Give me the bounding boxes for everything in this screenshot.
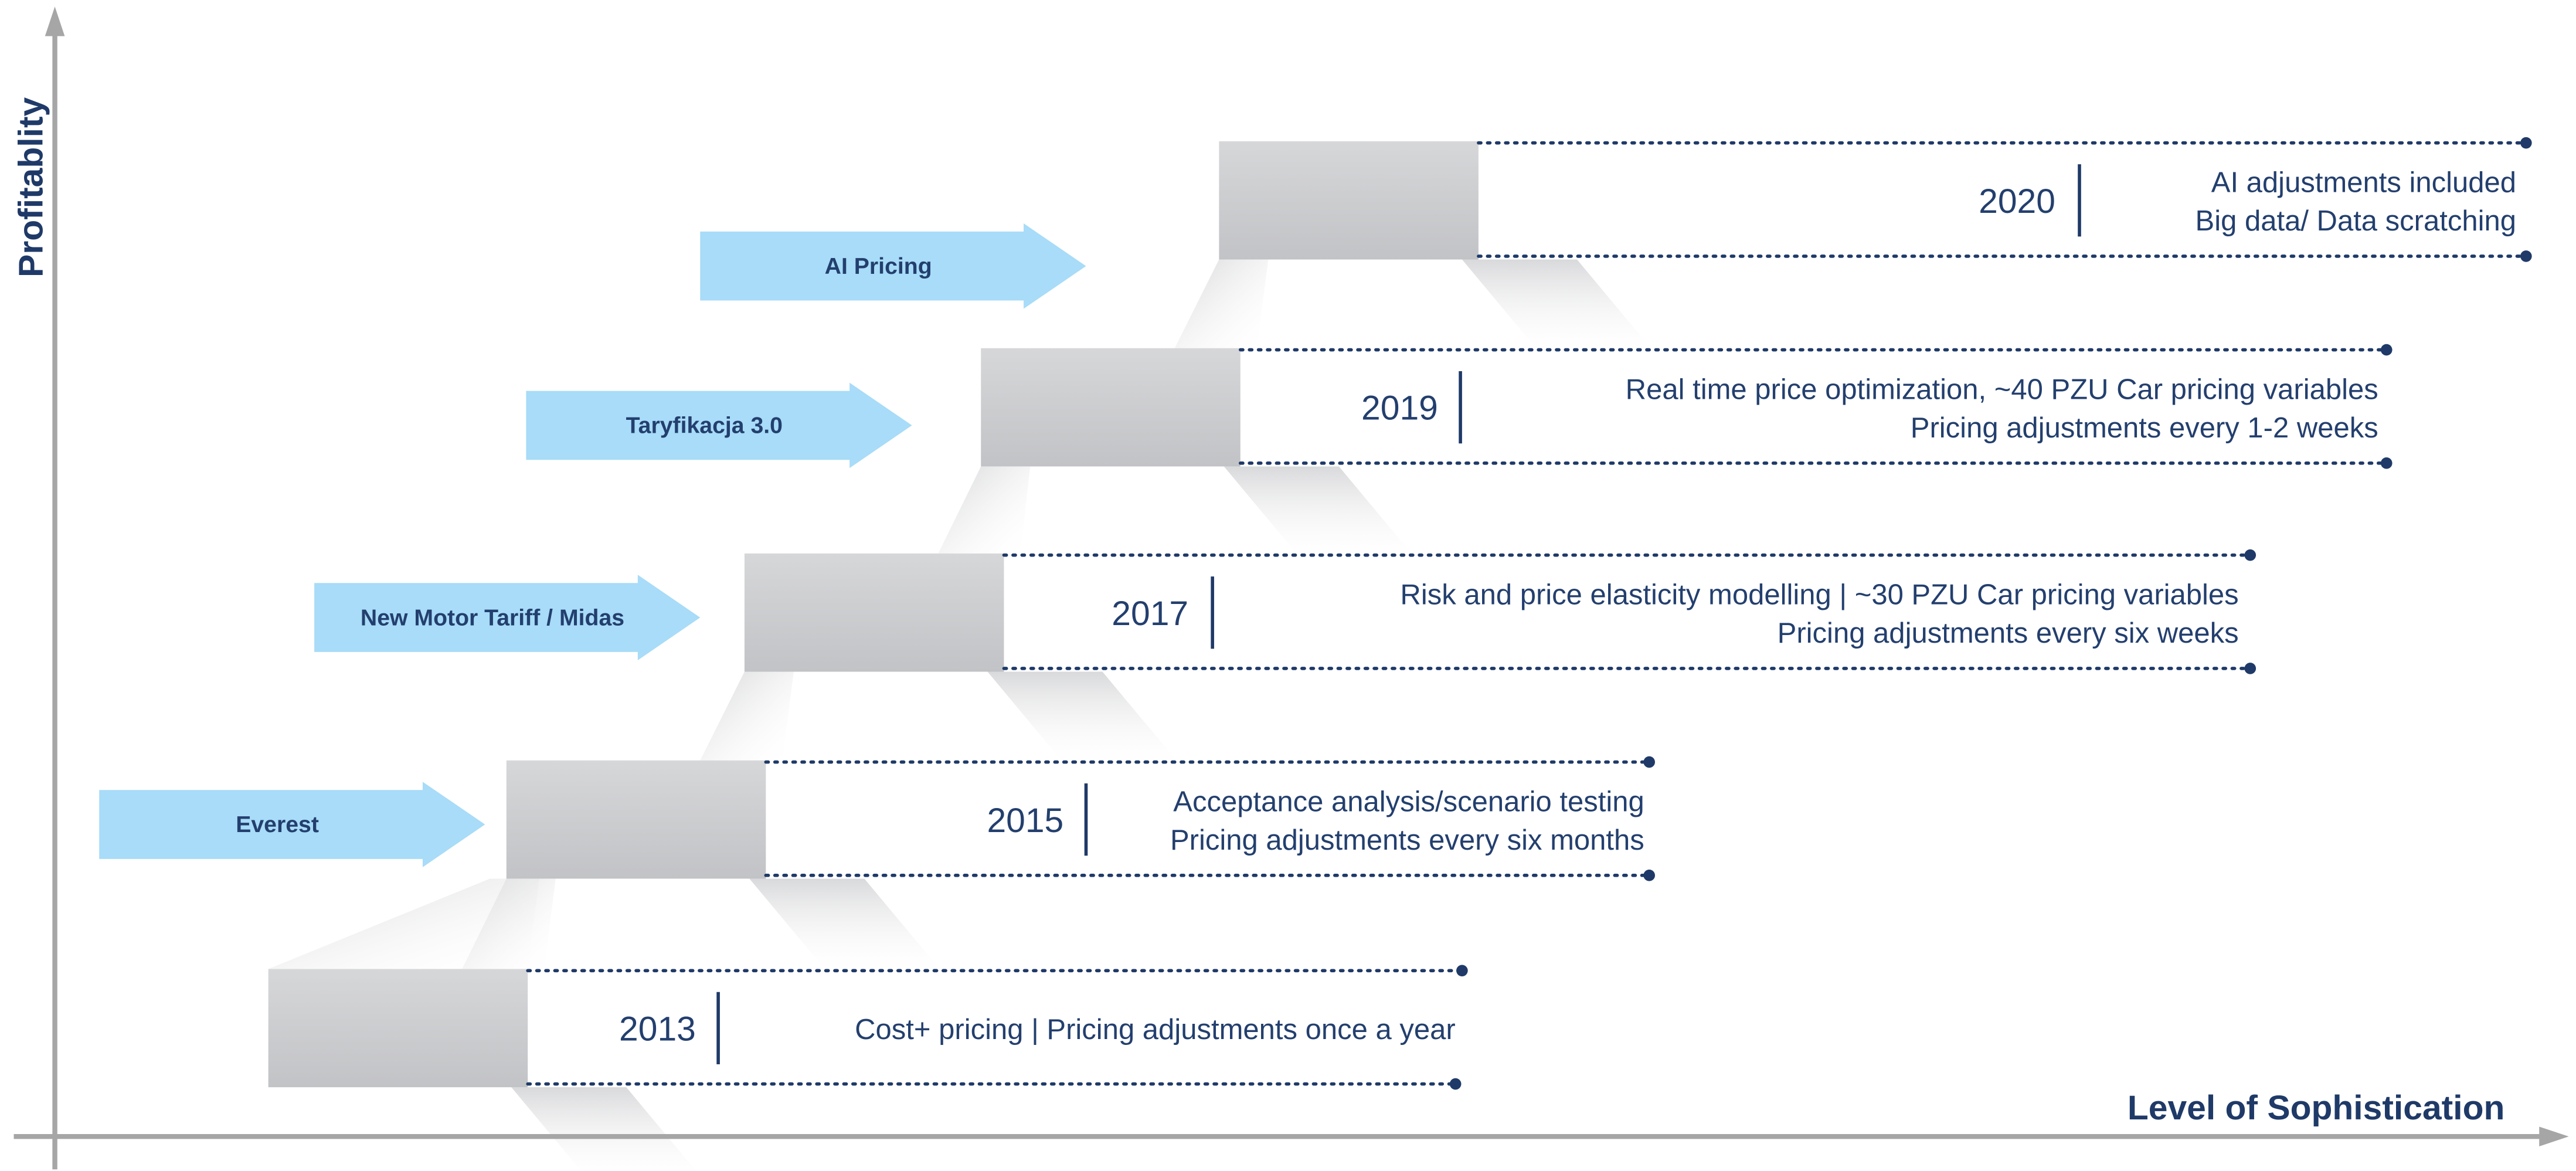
line-dot bbox=[1643, 756, 1655, 768]
step-riser bbox=[268, 878, 539, 969]
line-dot bbox=[2520, 137, 2532, 149]
arrow bbox=[526, 382, 912, 469]
description: Pricing adjustments every six weeks bbox=[1778, 617, 2239, 649]
step-block bbox=[268, 969, 528, 1088]
step-block bbox=[506, 760, 766, 879]
description: AI adjustments included bbox=[2211, 167, 2516, 198]
description: Risk and price elasticity modelling | ~3… bbox=[1400, 579, 2238, 610]
step-riser bbox=[1174, 259, 1269, 348]
step-shadow bbox=[1224, 466, 1421, 565]
description: Real time price optimization, ~40 PZU Ca… bbox=[1626, 374, 2378, 405]
description: Pricing adjustments every 1-2 weeks bbox=[1911, 412, 2378, 444]
year: 2017 bbox=[1112, 595, 1188, 633]
arrow-label: New Motor Tariff / Midas bbox=[361, 605, 624, 630]
step-block bbox=[981, 348, 1241, 467]
arrow-label: AI Pricing bbox=[825, 254, 932, 279]
stair-shading bbox=[268, 259, 1659, 1171]
step-shadow bbox=[749, 878, 947, 977]
line-dot bbox=[1456, 965, 1468, 977]
steps: 2013 Cost+ pricing | Pricing adjustments … bbox=[99, 137, 2532, 1090]
line-dot bbox=[2380, 457, 2393, 469]
line-dot bbox=[2244, 663, 2256, 674]
line-dot bbox=[2380, 344, 2393, 356]
step-shadow bbox=[987, 671, 1185, 771]
step-shadow bbox=[1462, 259, 1659, 358]
line-dot bbox=[2244, 549, 2256, 561]
y-axis-arrowhead bbox=[45, 6, 65, 36]
line-dot bbox=[1449, 1078, 1462, 1090]
step-shadow bbox=[511, 1087, 696, 1171]
year: 2013 bbox=[619, 1010, 696, 1048]
arrow-label: Everest bbox=[236, 812, 319, 837]
step-riser bbox=[938, 466, 1031, 554]
arrow bbox=[700, 223, 1086, 309]
x-axis-arrowhead bbox=[2539, 1126, 2569, 1146]
year: 2020 bbox=[1979, 182, 2055, 220]
description: Cost+ pricing | Pricing adjustments once… bbox=[855, 1014, 1456, 1046]
x-axis-label: Level of Sophistication bbox=[2128, 1089, 2505, 1127]
description: Pricing adjustments every six months bbox=[1170, 824, 1644, 856]
line-dot bbox=[2520, 250, 2532, 262]
step-riser bbox=[700, 671, 794, 761]
arrow bbox=[99, 782, 485, 867]
step-block bbox=[1219, 141, 1479, 260]
y-axis-label: Profitablity bbox=[12, 97, 50, 277]
description: Big data/ Data scratching bbox=[2196, 205, 2516, 237]
step-block bbox=[744, 553, 1004, 672]
line-dot bbox=[1643, 870, 1655, 881]
arrow-label: Taryfikacja 3.0 bbox=[626, 413, 783, 439]
year: 2015 bbox=[987, 802, 1063, 840]
description: Acceptance analysis/scenario testing bbox=[1173, 786, 1644, 817]
year: 2019 bbox=[1361, 389, 1438, 427]
arrow bbox=[314, 575, 701, 660]
